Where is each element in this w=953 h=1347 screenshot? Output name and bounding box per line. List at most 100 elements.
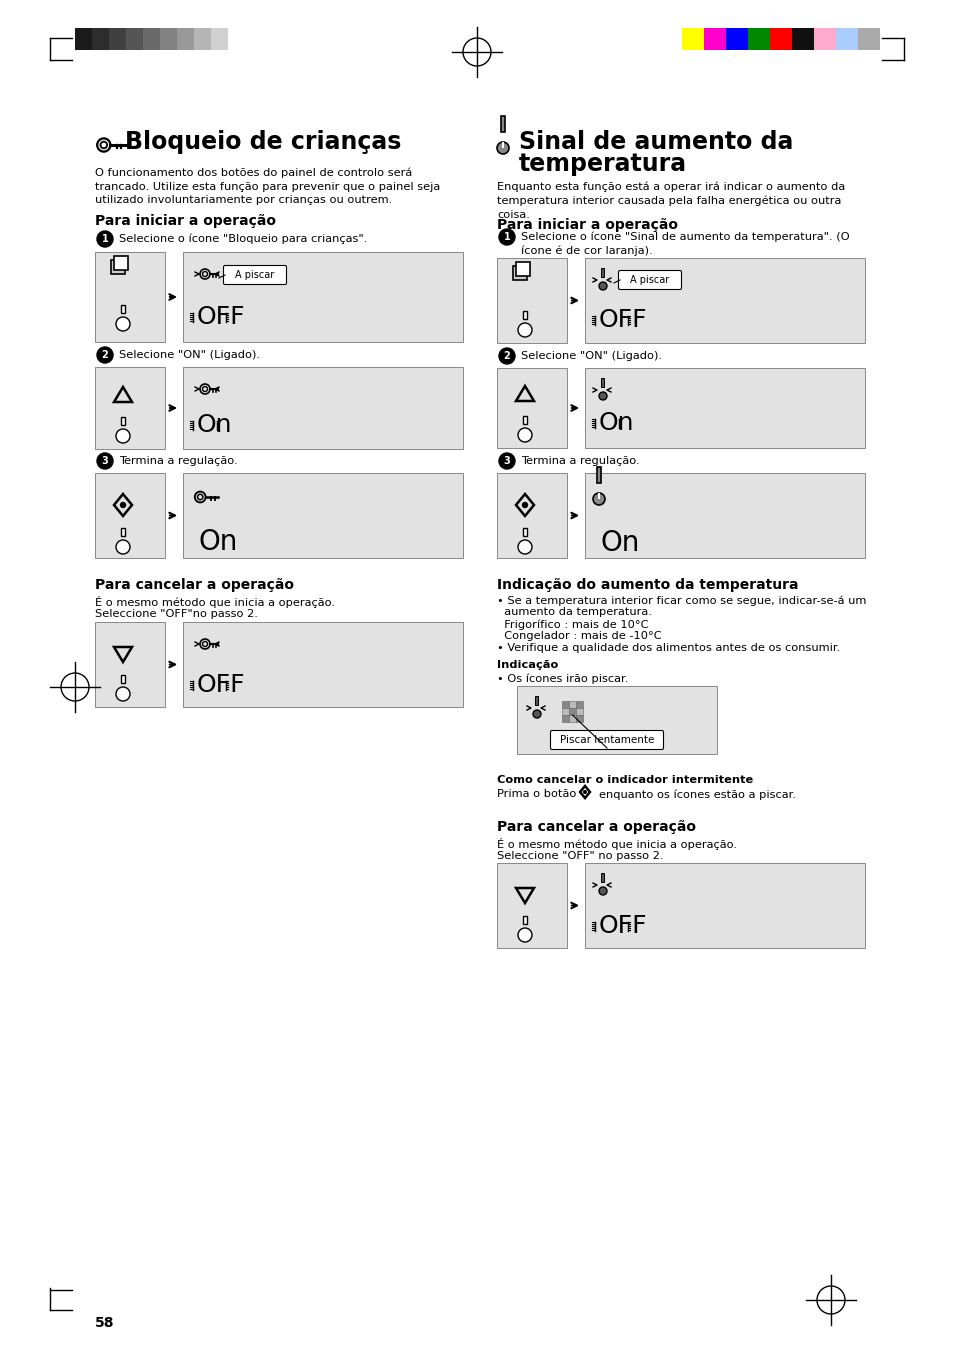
Text: 1: 1 (503, 232, 510, 242)
Text: On: On (199, 528, 238, 556)
Text: Piscar lentamente: Piscar lentamente (559, 735, 654, 745)
Bar (497, 473, 566, 558)
Text: Para iniciar a operação: Para iniciar a operação (497, 218, 678, 232)
Text: On: On (196, 414, 233, 436)
Circle shape (593, 493, 604, 505)
Bar (598, 493, 599, 498)
Text: temperatura: temperatura (518, 152, 686, 176)
Circle shape (97, 230, 112, 247)
Bar (568, 709, 576, 715)
FancyBboxPatch shape (223, 265, 286, 284)
Text: Selecione o ícone "Sinal de aumento da temperatura". (O
ícone é de cor laranja).: Selecione o ícone "Sinal de aumento da t… (520, 232, 849, 256)
Text: aumento da temperatura.: aumento da temperatura. (497, 607, 651, 617)
Circle shape (97, 348, 112, 362)
Text: • Os ícones irão piscar.: • Os ícones irão piscar. (497, 674, 628, 683)
Bar (584, 473, 864, 558)
Bar (601, 268, 604, 277)
Bar (109, 28, 126, 50)
Circle shape (116, 687, 130, 700)
Text: Para iniciar a operação: Para iniciar a operação (95, 214, 275, 228)
Text: É o mesmo método que inicia a operação.: É o mesmo método que inicia a operação. (95, 595, 335, 607)
Text: Enquanto esta função está a operar irá indicar o aumento da
temperatura interior: Enquanto esta função está a operar irá i… (497, 182, 844, 220)
Text: • Se a temperatura interior ficar como se segue, indicar-se-á um: • Se a temperatura interior ficar como s… (497, 595, 865, 606)
Text: A piscar: A piscar (630, 275, 669, 286)
Circle shape (598, 282, 606, 290)
Bar (561, 700, 568, 709)
Bar (143, 28, 160, 50)
Bar (584, 259, 864, 343)
Text: Para cancelar a operação: Para cancelar a operação (95, 578, 294, 591)
Circle shape (498, 453, 515, 469)
Bar (576, 709, 582, 715)
Text: 2: 2 (503, 352, 510, 361)
FancyBboxPatch shape (550, 730, 662, 749)
Circle shape (583, 791, 586, 793)
Text: Bloqueio de crianças: Bloqueio de crianças (125, 131, 401, 154)
Circle shape (116, 540, 130, 554)
Text: Indicação: Indicação (497, 660, 558, 669)
Text: Prima o botão: Prima o botão (497, 789, 576, 799)
Circle shape (522, 502, 527, 508)
Bar (121, 675, 125, 683)
Text: OFF: OFF (196, 304, 245, 329)
Bar (725, 28, 747, 50)
Bar (561, 715, 568, 722)
Bar (160, 28, 177, 50)
Circle shape (517, 323, 532, 337)
Circle shape (116, 317, 130, 331)
Bar (501, 141, 503, 148)
Bar (584, 863, 864, 948)
Bar (193, 28, 211, 50)
Text: Indicação do aumento da temperatura: Indicação do aumento da temperatura (497, 578, 798, 591)
Text: 3: 3 (102, 457, 109, 466)
Text: OFF: OFF (196, 674, 245, 696)
Text: Termina a regulação.: Termina a regulação. (520, 457, 639, 466)
Circle shape (517, 540, 532, 554)
Bar (183, 366, 462, 449)
Bar (601, 873, 604, 882)
Bar (584, 368, 864, 449)
Circle shape (116, 428, 130, 443)
Bar (576, 715, 582, 722)
Bar (95, 622, 165, 707)
Bar (601, 379, 604, 387)
Bar (91, 28, 109, 50)
Bar (522, 916, 526, 924)
Text: Selecione "ON" (Ligado).: Selecione "ON" (Ligado). (119, 350, 260, 360)
Circle shape (533, 710, 540, 718)
Bar (517, 686, 717, 754)
Circle shape (598, 888, 606, 894)
Bar (95, 252, 165, 342)
Text: Para cancelar a operação: Para cancelar a operação (497, 820, 696, 834)
Text: Congelador : mais de -10°C: Congelador : mais de -10°C (497, 630, 661, 641)
Bar (561, 709, 568, 715)
Bar (177, 28, 193, 50)
Bar (522, 311, 526, 319)
Bar (497, 368, 566, 449)
Circle shape (498, 348, 515, 364)
Circle shape (97, 453, 112, 469)
Bar (791, 28, 813, 50)
Bar (126, 28, 143, 50)
Bar (111, 260, 125, 273)
Text: On: On (598, 411, 634, 435)
Bar (75, 28, 91, 50)
Text: Selecione "ON" (Ligado).: Selecione "ON" (Ligado). (520, 352, 661, 361)
Bar (121, 418, 125, 426)
Text: A piscar: A piscar (235, 269, 274, 280)
Text: É o mesmo método que inicia a operação.: É o mesmo método que inicia a operação. (497, 838, 737, 850)
Bar (500, 116, 505, 132)
FancyBboxPatch shape (618, 271, 680, 290)
Text: Termina a regulação.: Termina a regulação. (119, 457, 237, 466)
Circle shape (498, 229, 515, 245)
Bar (813, 28, 835, 50)
Text: 2: 2 (102, 350, 109, 360)
Text: Sinal de aumento da: Sinal de aumento da (518, 131, 793, 154)
Bar (535, 696, 537, 704)
Bar (522, 528, 526, 536)
Text: Frigorífico : mais de 10°C: Frigorífico : mais de 10°C (497, 620, 648, 629)
Bar (228, 28, 245, 50)
Bar (183, 252, 462, 342)
Bar (497, 259, 566, 343)
Bar (769, 28, 791, 50)
